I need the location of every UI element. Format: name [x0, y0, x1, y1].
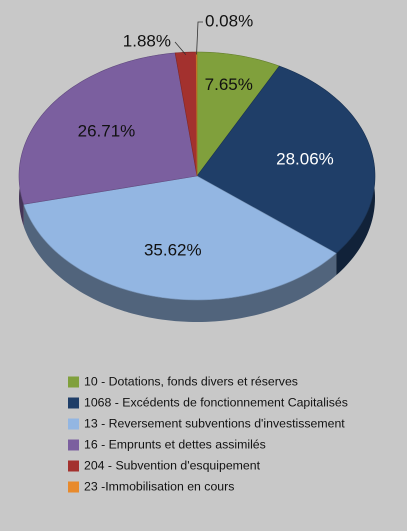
slice	[196, 65, 376, 254]
legend-swatch	[68, 460, 79, 472]
slice	[174, 51, 198, 177]
legend-label: 10 - Dotations, fonds divers et réserves	[84, 374, 298, 388]
value-label: 0.08%	[205, 11, 253, 30]
value-label: 26.71%	[78, 122, 136, 141]
legend-label: 1068 - Excédents de fonctionnement Capit…	[84, 395, 348, 409]
slice	[196, 51, 280, 177]
value-label: 28.06%	[276, 150, 334, 169]
value-label: 1.88%	[123, 31, 171, 50]
legend-label: 204 - Subvention d'esquipement	[84, 458, 261, 472]
legend-swatch	[68, 397, 79, 409]
legend-label: 23 -Immobilisation en cours	[84, 479, 234, 493]
legend-swatch	[68, 439, 79, 451]
leader-line	[196, 21, 203, 55]
legend-label: 13 - Reversement subventions d'investiss…	[84, 416, 345, 430]
slice	[18, 52, 198, 205]
legend-swatch	[68, 481, 79, 493]
value-label: 7.65%	[205, 75, 253, 94]
legend-swatch	[68, 418, 79, 430]
value-label: 35.62%	[144, 240, 202, 259]
legend-swatch	[68, 376, 79, 388]
leader-line	[174, 41, 187, 55]
slice	[23, 175, 337, 301]
legend-label: 16 - Emprunts et dettes assimilés	[84, 437, 266, 451]
